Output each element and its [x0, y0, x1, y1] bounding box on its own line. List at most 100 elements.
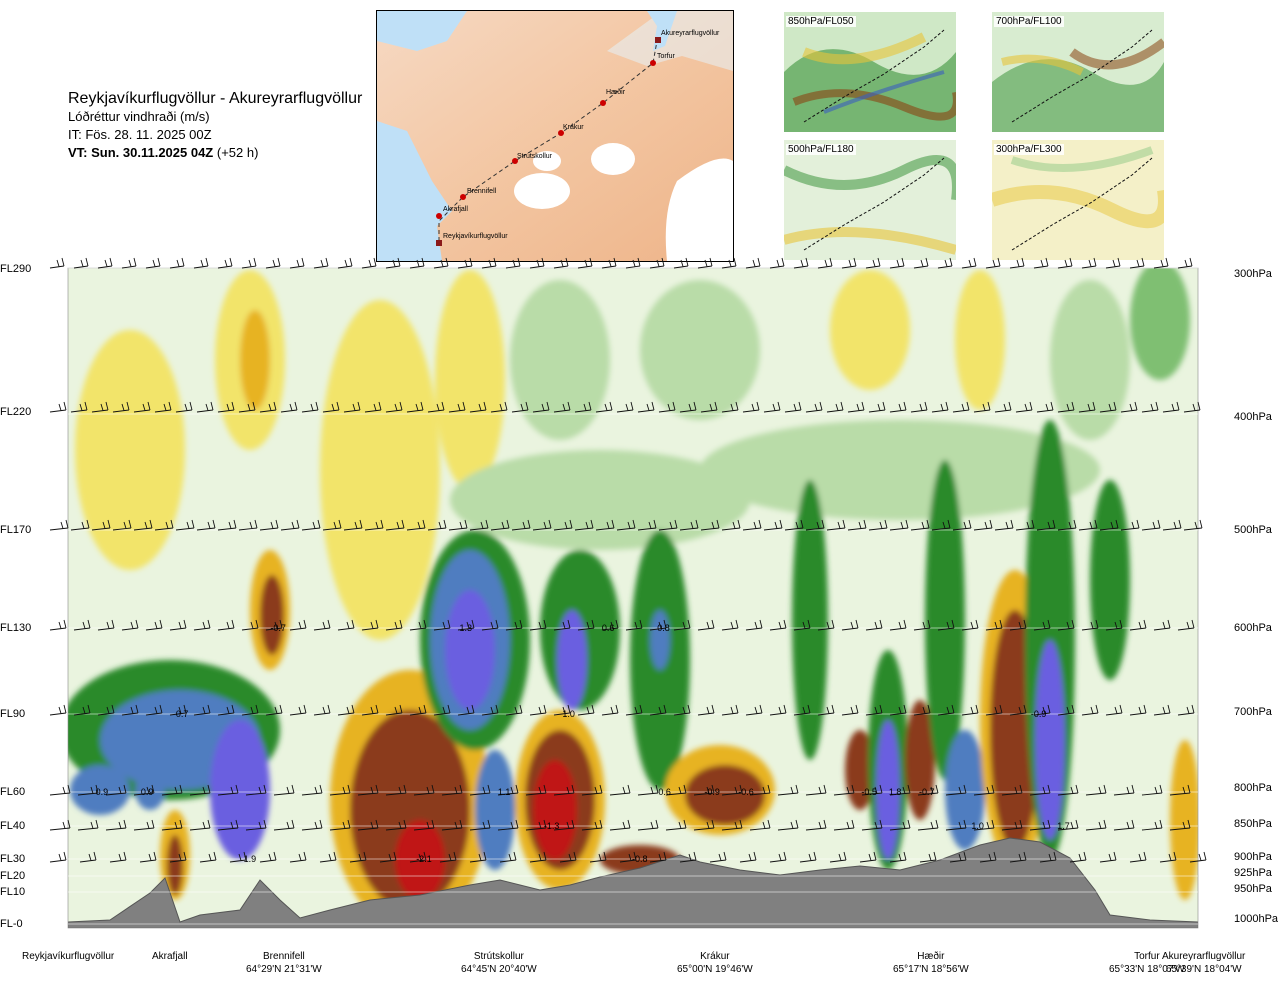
wind-barb: [1078, 401, 1096, 413]
wind-barb: [193, 257, 209, 269]
station-coord: 65°17'N 18°56'W: [893, 964, 969, 975]
wind-barb: [238, 401, 256, 413]
thumbnail-700hpa[interactable]: 700hPa/FL100: [992, 12, 1164, 132]
wind-barb: [973, 784, 995, 796]
wind-barb: [833, 819, 855, 831]
wind-barb: [322, 401, 340, 413]
wind-barb: [217, 704, 235, 716]
wind-barb: [529, 619, 547, 631]
wind-barb: [841, 257, 857, 269]
wind-barb: [139, 851, 157, 863]
wind-barb: [601, 704, 619, 716]
thumbnail-500hpa[interactable]: 500hPa/FL180: [784, 140, 956, 260]
wind-barb: [601, 619, 619, 631]
wind-barb: [889, 851, 907, 863]
wind-barb: [217, 784, 239, 796]
pressure-label-800: 800hPa: [1234, 782, 1272, 794]
wind-barb: [637, 784, 659, 796]
wind-barb: [931, 401, 949, 413]
wind-barb: [49, 784, 71, 796]
wind-barb: [553, 257, 569, 269]
wind-barb: [910, 519, 930, 531]
wind-barb: [619, 851, 637, 863]
wind-barb: [679, 401, 697, 413]
wind-barb: [861, 819, 883, 831]
wind-barb: [1001, 819, 1023, 831]
value-label: 1.7: [1057, 821, 1070, 831]
wind-barb: [799, 851, 817, 863]
wind-barb: [97, 704, 115, 716]
wind-barb: [109, 851, 127, 863]
wind-barb: [406, 519, 426, 531]
thumbnail-label: 500hPa/FL180: [786, 144, 856, 155]
wind-barb: [448, 401, 466, 413]
wind-barb: [433, 704, 451, 716]
wind-barb: [409, 257, 425, 269]
wind-barb: [289, 704, 307, 716]
pressure-label-400: 400hPa: [1234, 411, 1272, 423]
wind-barb: [189, 784, 211, 796]
station-torfur: Torfur 65°33'N 18°07'W: [1109, 950, 1185, 976]
wind-barb: [763, 401, 781, 413]
wind-barb: [1015, 519, 1035, 531]
wind-barb: [433, 257, 449, 269]
wind-barb: [105, 819, 127, 831]
wind-barb: [481, 619, 499, 631]
wind-barb: [329, 819, 351, 831]
thumbnail-850hpa[interactable]: 850hPa/FL050: [784, 12, 956, 132]
wind-barb: [1085, 784, 1107, 796]
wind-barb: [481, 704, 499, 716]
thumbnail-label: 300hPa/FL300: [994, 144, 1064, 155]
map-label-strutskollur: Strútskollur: [517, 153, 553, 160]
value-label: 0.9: [141, 787, 154, 797]
wind-barb: [217, 257, 233, 269]
wind-barb: [70, 519, 90, 531]
value-label: 1.0: [562, 709, 575, 719]
wind-barb: [133, 784, 155, 796]
wind-barb: [658, 519, 678, 531]
wind-barb: [649, 257, 665, 269]
wind-barb: [745, 704, 763, 716]
wind-barb: [1162, 519, 1182, 531]
station-name: Akrafjall: [152, 951, 188, 962]
wind-barb: [161, 784, 183, 796]
wind-barb: [1153, 257, 1169, 269]
wind-barbs: [49, 257, 1207, 863]
wind-barb: [241, 704, 259, 716]
wind-barb: [289, 257, 305, 269]
thumbnail-300hpa[interactable]: 300hPa/FL300: [992, 140, 1164, 260]
wind-barb: [601, 257, 617, 269]
wind-barb: [1081, 619, 1099, 631]
wind-barb: [1105, 257, 1121, 269]
value-label: 0.7: [176, 709, 189, 719]
level-label-fl60: FL60: [0, 786, 26, 798]
wind-barb: [616, 401, 634, 413]
value-label: -0.7: [919, 787, 935, 797]
wind-barb: [739, 851, 757, 863]
wind-barb: [409, 619, 427, 631]
wind-barb: [1033, 619, 1051, 631]
wind-barb: [1057, 401, 1075, 413]
wind-barb: [1120, 519, 1140, 531]
level-label-fl170: FL170: [0, 524, 32, 536]
wind-barb: [469, 401, 487, 413]
wind-barb: [1057, 519, 1077, 531]
wind-barb: [979, 851, 997, 863]
pressure-label-700: 700hPa: [1234, 706, 1272, 718]
wind-barb: [1129, 257, 1145, 269]
valid-time-offset: (+52 h): [216, 145, 259, 160]
wind-barb: [985, 257, 1001, 269]
wind-barb: [833, 784, 855, 796]
wind-barb: [595, 401, 613, 413]
wind-barb: [721, 704, 739, 716]
level-label-fl30: FL30: [0, 853, 26, 865]
wind-barb: [505, 257, 521, 269]
wind-barb: [289, 619, 307, 631]
wind-barb: [49, 257, 65, 269]
wind-barb: [1189, 851, 1207, 863]
wind-barb: [673, 619, 691, 631]
wind-barb: [1183, 519, 1203, 531]
wind-barb: [1036, 519, 1056, 531]
wind-barb: [784, 401, 802, 413]
wind-barb: [490, 401, 508, 413]
